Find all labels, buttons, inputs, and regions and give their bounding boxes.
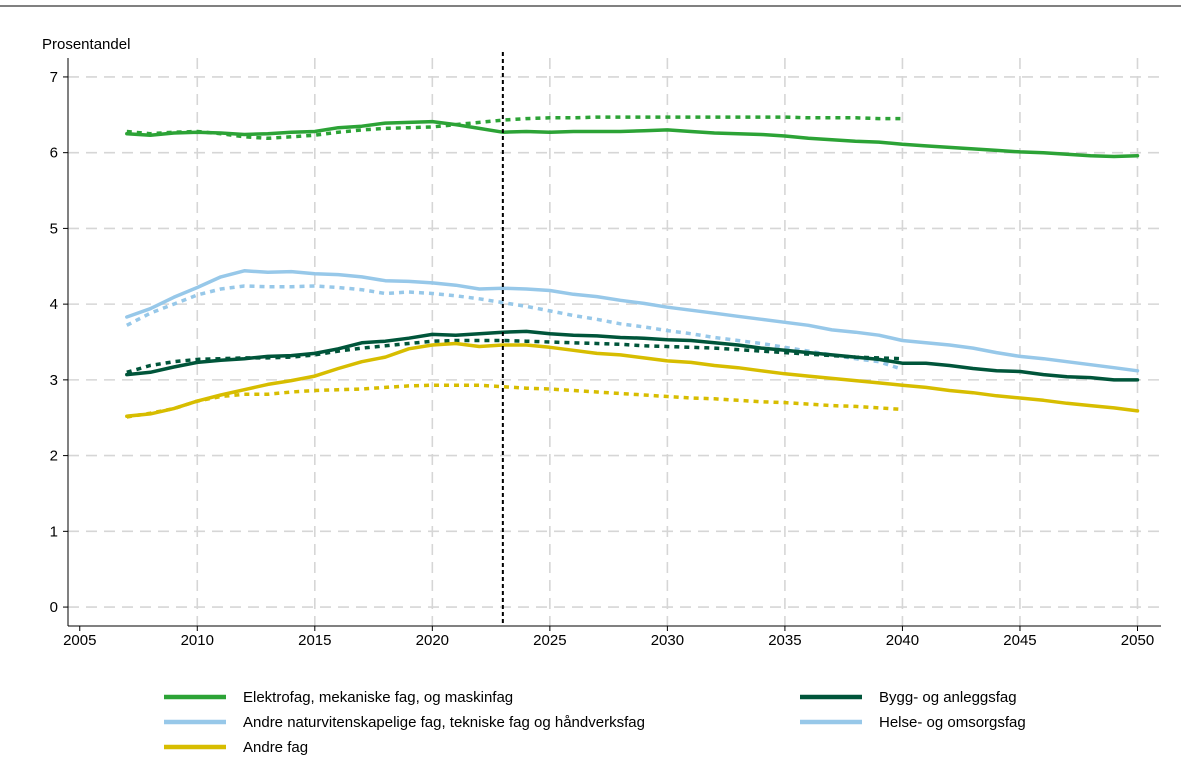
axes: 0 1 2 3 4 5 6 7 2005 2010 2015 2020 2025 2030 2035 2040… [50, 58, 1161, 649]
legend-item: Bygg- og anleggsfag [800, 689, 1017, 706]
series-line-bygg_dotted [126, 338, 903, 374]
y-tick-label: 7 [50, 69, 58, 86]
y-tick-label: 3 [50, 372, 58, 389]
legend: Elektrofag, mekaniske fag, og maskinfag A… [164, 689, 1026, 756]
series-line-andre_fag_dotted [126, 383, 903, 419]
legend-item: Andre naturvitenskapelige fag, tekniske … [164, 714, 645, 731]
grid-lines [68, 58, 1161, 626]
x-tick-label: 2030 [651, 632, 684, 649]
series-line-andre_fag_solid [125, 341, 1140, 418]
x-tick-label: 2005 [63, 632, 96, 649]
legend-item: Helse- og omsorgsfag [800, 714, 1026, 731]
y-tick-label: 2 [50, 448, 58, 465]
y-tick-label: 6 [50, 145, 58, 162]
series-line-andre_natur_solid [125, 269, 1140, 373]
x-tick-label: 2010 [181, 632, 214, 649]
x-tick-label: 2025 [533, 632, 566, 649]
legend-label: Elektrofag, mekaniske fag, og maskinfag [243, 689, 513, 706]
x-tick-label: 2035 [768, 632, 801, 649]
y-tick-label: 1 [50, 523, 58, 540]
legend-label: Andre fag [243, 739, 308, 756]
legend-label: Helse- og omsorgsfag [879, 714, 1026, 731]
series-line-helse_dotted [125, 284, 903, 371]
legend-label: Bygg- og anleggsfag [879, 689, 1017, 706]
x-tick-label: 2015 [298, 632, 331, 649]
y-tick-label: 0 [50, 599, 58, 616]
x-tick-label: 2050 [1121, 632, 1154, 649]
series-line-bygg_solid [125, 329, 1140, 382]
y-tick-label: 5 [50, 220, 58, 237]
legend-item: Andre fag [164, 739, 308, 756]
x-tick-label: 2020 [416, 632, 449, 649]
x-tick-label: 2040 [886, 632, 919, 649]
y-axis-label: Prosentandel [42, 36, 130, 53]
legend-label: Andre naturvitenskapelige fag, tekniske … [243, 714, 645, 731]
legend-item: Elektrofag, mekaniske fag, og maskinfag [164, 689, 513, 706]
y-tick-label: 4 [50, 296, 58, 313]
x-tick-label: 2045 [1003, 632, 1036, 649]
series-lines [125, 115, 1140, 419]
series-line-elektro_solid [125, 119, 1140, 159]
